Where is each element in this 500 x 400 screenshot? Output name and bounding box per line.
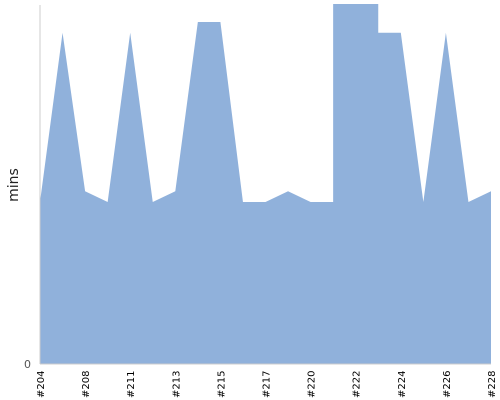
x-tick-label: #226	[442, 371, 453, 398]
x-tick-label: #222	[352, 371, 363, 398]
x-tick-label: #208	[81, 371, 92, 398]
y-tick-label: 0	[24, 358, 31, 371]
x-tick-labels: #204 #208 #211 #213 #215 #217 #220 #222 #224 #226…	[36, 371, 498, 398]
y-tick-labels: 0	[24, 358, 31, 371]
series-area	[40, 4, 491, 364]
x-tick-label: #224	[397, 371, 408, 398]
area-layer	[40, 4, 491, 364]
x-tick-label: #217	[262, 371, 273, 398]
x-tick-label: #204	[36, 371, 47, 398]
x-tick-label: #220	[307, 371, 318, 398]
x-tick-label: #213	[171, 371, 182, 398]
x-tick-label: #211	[126, 371, 137, 398]
x-tick-label: #228	[487, 371, 498, 398]
y-axis-title: mins	[6, 168, 22, 202]
x-tick-label: #215	[216, 371, 227, 398]
